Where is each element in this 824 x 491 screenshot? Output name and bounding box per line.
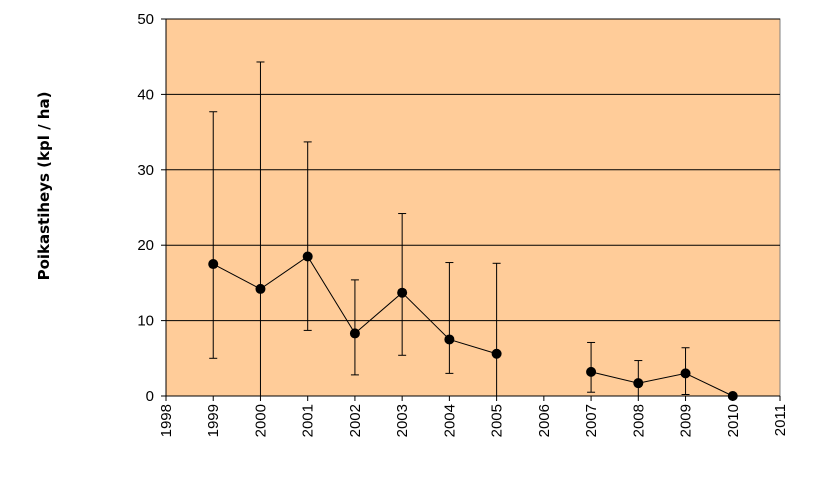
data-point-2003 xyxy=(397,287,408,298)
error-bars xyxy=(209,61,690,396)
x-tick-label-2010: 2010 xyxy=(725,404,742,437)
y-tick-label-30: 30 xyxy=(137,162,154,179)
data-point-2007 xyxy=(586,366,597,377)
plot-area xyxy=(165,18,781,397)
x-tick-label-2001: 2001 xyxy=(300,404,317,437)
data-point-2001 xyxy=(302,251,313,262)
data-point-1999 xyxy=(208,259,219,270)
y-tick-label-20: 20 xyxy=(137,237,154,254)
x-tick-label-2005: 2005 xyxy=(489,404,506,437)
y-tick-label-50: 50 xyxy=(137,11,154,28)
data-point-2008 xyxy=(633,378,644,389)
x-tick-label-2004: 2004 xyxy=(441,404,458,437)
series-line-segment-2 xyxy=(590,371,733,397)
x-tick-label-2007: 2007 xyxy=(583,404,600,437)
data-point-2000 xyxy=(255,283,266,294)
x-tick-label-2002: 2002 xyxy=(347,404,364,437)
y-axis-ticks: 0 10 20 30 40 50 xyxy=(137,11,166,405)
data-point-2010 xyxy=(727,391,738,401)
x-tick-label-2011: 2011 xyxy=(772,404,789,436)
x-tick-label-2008: 2008 xyxy=(630,404,647,437)
x-tick-label-2006: 2006 xyxy=(536,404,553,437)
x-tick-label-2009: 2009 xyxy=(678,404,695,437)
x-tick-label-1999: 1999 xyxy=(205,404,222,437)
y-tick-label-0: 0 xyxy=(146,388,154,405)
data-point-2004 xyxy=(444,334,455,345)
data-points xyxy=(208,251,738,401)
data-point-2002 xyxy=(349,328,360,339)
data-point-2009 xyxy=(680,368,691,379)
y-tick-label-40: 40 xyxy=(137,86,154,103)
y-tick-label-10: 10 xyxy=(137,313,154,330)
x-tick-label-2003: 2003 xyxy=(394,404,411,437)
y-axis-label: Poikastiheys (kpl / ha) xyxy=(35,92,53,281)
x-axis-ticks: 1998 1999 2000 2001 2002 2003 2004 2005 2006 2007… xyxy=(158,396,789,437)
x-tick-label-2000: 2000 xyxy=(252,404,269,437)
data-point-2005 xyxy=(491,348,502,359)
gridlines xyxy=(165,18,780,397)
x-tick-label-1998: 1998 xyxy=(158,404,175,437)
